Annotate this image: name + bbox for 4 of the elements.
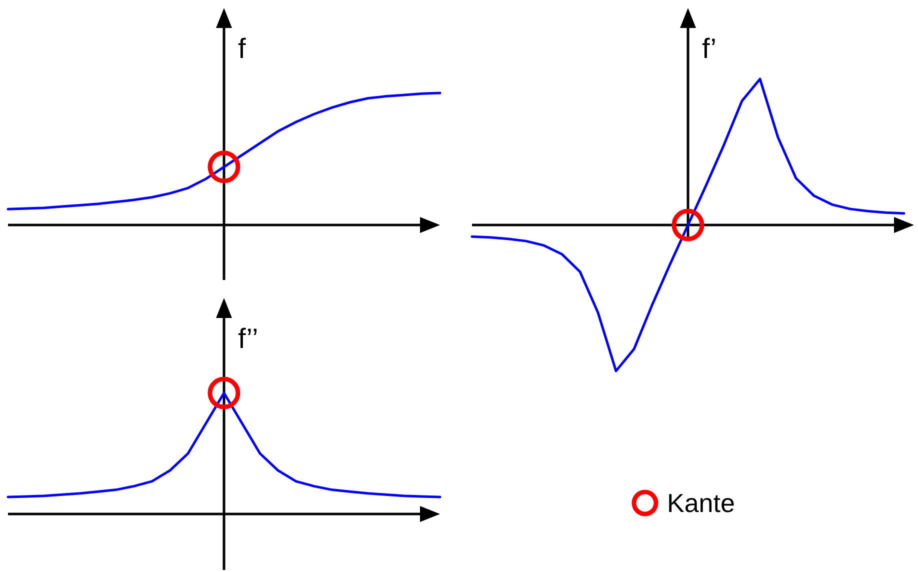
y-axis-title: f’’ — [238, 323, 258, 354]
y-axis-title: f’ — [702, 33, 717, 64]
text: Kante — [667, 488, 735, 518]
y-axis-title: f — [238, 33, 246, 64]
